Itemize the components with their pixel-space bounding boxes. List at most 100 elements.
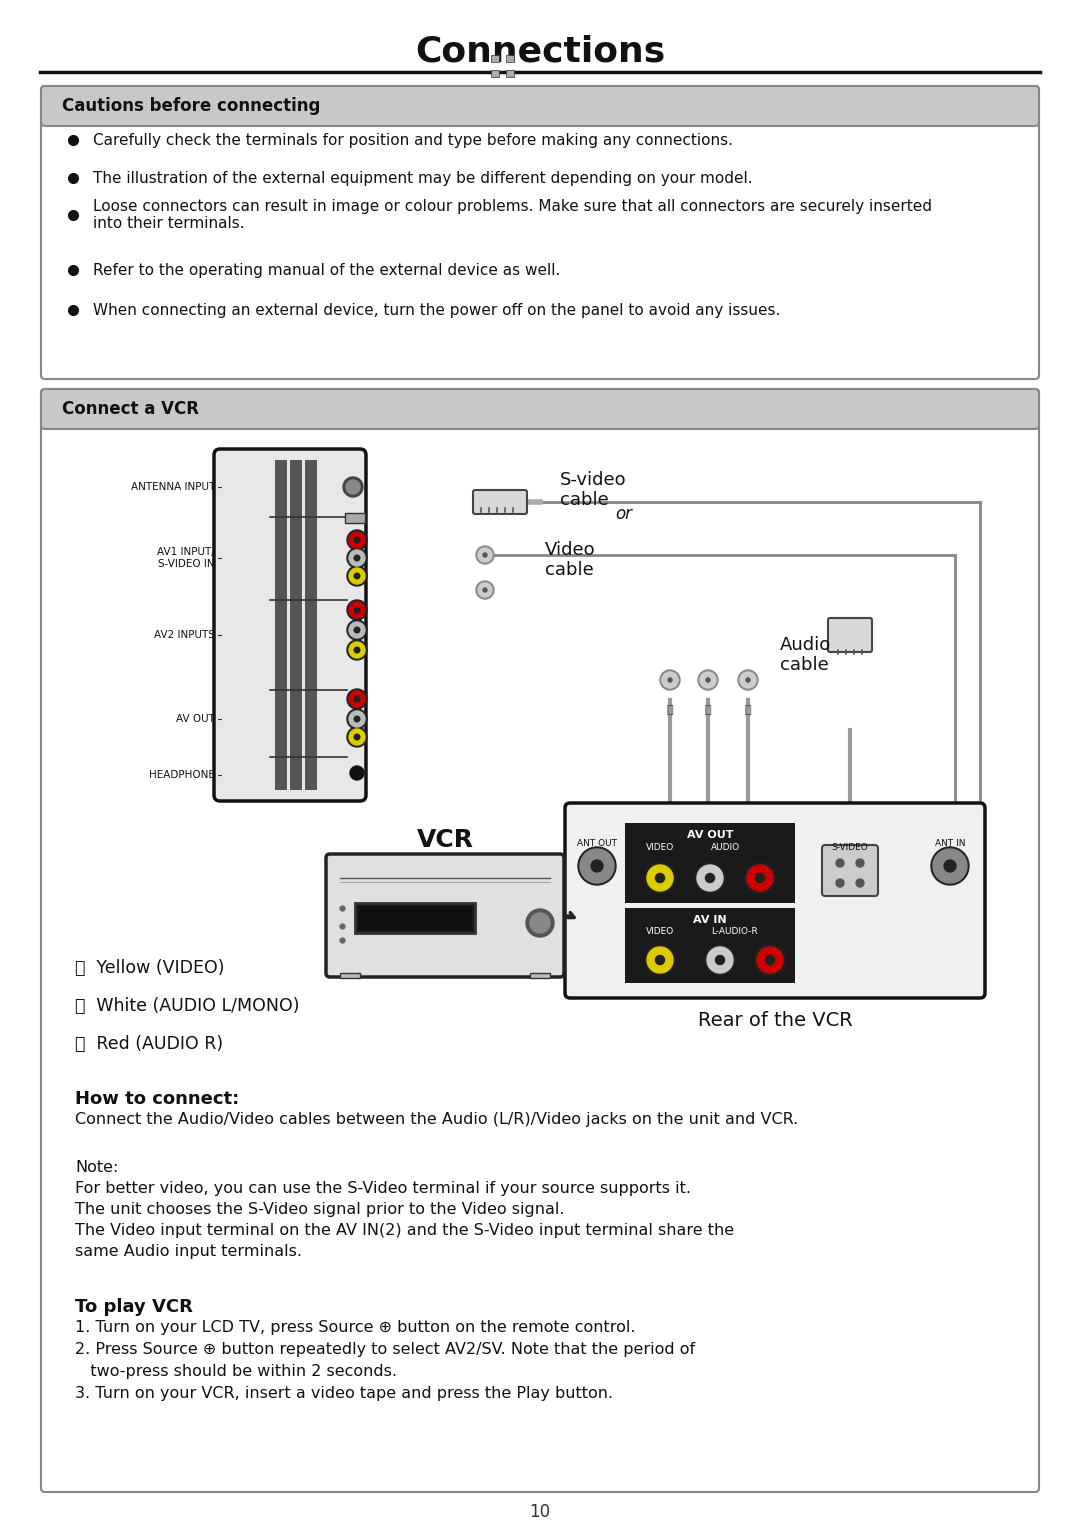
Text: Connections: Connections bbox=[415, 35, 665, 69]
Bar bbox=[45, 90, 1035, 122]
Circle shape bbox=[354, 716, 360, 722]
Circle shape bbox=[347, 567, 367, 586]
Circle shape bbox=[747, 864, 773, 890]
Circle shape bbox=[645, 945, 675, 976]
Circle shape bbox=[698, 670, 718, 690]
Circle shape bbox=[476, 547, 494, 563]
Circle shape bbox=[578, 847, 616, 886]
Text: AV1 INPUT/
S-VIDEO IN: AV1 INPUT/ S-VIDEO IN bbox=[158, 547, 215, 568]
Text: ⓧ  Red (AUDIO R): ⓧ Red (AUDIO R) bbox=[75, 1035, 224, 1054]
Circle shape bbox=[656, 956, 664, 965]
Circle shape bbox=[745, 863, 775, 893]
Circle shape bbox=[944, 860, 956, 872]
Circle shape bbox=[700, 672, 716, 689]
Circle shape bbox=[476, 580, 494, 599]
Circle shape bbox=[662, 672, 678, 689]
Text: 1. Turn on your LCD TV, press Source ⊕ button on the remote control.: 1. Turn on your LCD TV, press Source ⊕ b… bbox=[75, 1319, 635, 1335]
Text: ⓧ: ⓧ bbox=[745, 705, 752, 715]
Circle shape bbox=[856, 880, 864, 887]
Circle shape bbox=[349, 531, 365, 548]
Text: S-video
cable: S-video cable bbox=[561, 470, 626, 510]
Text: ⓥ  Yellow (VIDEO): ⓥ Yellow (VIDEO) bbox=[75, 959, 225, 977]
Circle shape bbox=[347, 530, 367, 550]
Text: Audio
cable: Audio cable bbox=[780, 635, 832, 675]
Circle shape bbox=[354, 538, 360, 542]
Circle shape bbox=[755, 873, 765, 883]
Text: Cautions before connecting: Cautions before connecting bbox=[62, 98, 321, 115]
Bar bbox=[507, 55, 514, 63]
Bar bbox=[357, 906, 472, 930]
Circle shape bbox=[349, 568, 365, 583]
Circle shape bbox=[350, 767, 364, 780]
FancyBboxPatch shape bbox=[822, 844, 878, 896]
Circle shape bbox=[347, 640, 367, 660]
Circle shape bbox=[660, 670, 680, 690]
Circle shape bbox=[343, 476, 363, 496]
Text: S-VIDEO: S-VIDEO bbox=[832, 843, 868, 852]
Bar bbox=[45, 392, 1035, 425]
Text: or: or bbox=[615, 505, 632, 524]
Bar bbox=[275, 460, 287, 789]
Text: L-AUDIO-R: L-AUDIO-R bbox=[712, 927, 758, 936]
Text: When connecting an external device, turn the power off on the panel to avoid any: When connecting an external device, turn… bbox=[93, 302, 781, 318]
Text: ⓦ: ⓦ bbox=[704, 705, 712, 715]
Text: Refer to the operating manual of the external device as well.: Refer to the operating manual of the ext… bbox=[93, 263, 561, 278]
Circle shape bbox=[483, 588, 487, 592]
Text: Note:
For better video, you can use the S-Video terminal if your source supports: Note: For better video, you can use the … bbox=[75, 1161, 734, 1258]
Circle shape bbox=[705, 873, 715, 883]
Circle shape bbox=[530, 913, 550, 933]
Circle shape bbox=[346, 479, 360, 495]
Circle shape bbox=[931, 847, 969, 886]
FancyBboxPatch shape bbox=[41, 389, 1039, 1492]
Text: VIDEO: VIDEO bbox=[646, 843, 674, 852]
Circle shape bbox=[836, 860, 843, 867]
Circle shape bbox=[645, 863, 675, 893]
Circle shape bbox=[349, 641, 365, 658]
Text: two-press should be within 2 seconds.: two-press should be within 2 seconds. bbox=[75, 1364, 397, 1379]
Circle shape bbox=[707, 947, 733, 973]
FancyBboxPatch shape bbox=[473, 490, 527, 515]
Bar bbox=[491, 55, 499, 63]
Text: AV IN: AV IN bbox=[693, 915, 727, 925]
FancyBboxPatch shape bbox=[214, 449, 366, 802]
Text: AV OUT: AV OUT bbox=[176, 715, 215, 724]
Bar bbox=[305, 460, 318, 789]
Bar bbox=[530, 973, 550, 977]
Circle shape bbox=[746, 678, 750, 683]
Text: AV OUT: AV OUT bbox=[687, 831, 733, 840]
Circle shape bbox=[696, 863, 725, 893]
Bar bbox=[340, 973, 360, 977]
Circle shape bbox=[933, 849, 967, 883]
Circle shape bbox=[766, 956, 774, 965]
Circle shape bbox=[347, 727, 367, 747]
Circle shape bbox=[856, 860, 864, 867]
Circle shape bbox=[580, 849, 615, 883]
Circle shape bbox=[478, 583, 492, 597]
Circle shape bbox=[483, 553, 487, 557]
Text: Connect the Audio/Video cables between the Audio (L/R)/Video jacks on the unit a: Connect the Audio/Video cables between t… bbox=[75, 1112, 798, 1127]
Circle shape bbox=[349, 621, 365, 638]
Circle shape bbox=[354, 647, 360, 654]
FancyBboxPatch shape bbox=[828, 618, 872, 652]
Text: Rear of the VCR: Rear of the VCR bbox=[698, 1011, 852, 1031]
Text: Loose connectors can result in image or colour problems. Make sure that all conn: Loose connectors can result in image or … bbox=[93, 199, 932, 231]
Text: 2. Press Source ⊕ button repeatedly to select AV2/SV. Note that the period of: 2. Press Source ⊕ button repeatedly to s… bbox=[75, 1342, 696, 1358]
Text: Video
cable: Video cable bbox=[545, 541, 596, 579]
FancyBboxPatch shape bbox=[565, 803, 985, 999]
Circle shape bbox=[349, 728, 365, 745]
Bar bbox=[507, 70, 514, 76]
Circle shape bbox=[347, 709, 367, 728]
Circle shape bbox=[354, 556, 360, 560]
Text: ⓥ: ⓥ bbox=[666, 705, 673, 715]
Circle shape bbox=[755, 945, 785, 976]
Circle shape bbox=[354, 573, 360, 579]
Circle shape bbox=[349, 712, 365, 727]
Text: How to connect:: How to connect: bbox=[75, 1090, 240, 1109]
Text: Carefully check the terminals for position and type before making any connection: Carefully check the terminals for positi… bbox=[93, 133, 733, 148]
Bar bbox=[345, 513, 365, 524]
Text: Connect a VCR: Connect a VCR bbox=[62, 400, 199, 418]
Circle shape bbox=[705, 945, 735, 976]
Circle shape bbox=[347, 548, 367, 568]
Bar bbox=[491, 70, 499, 76]
Text: The illustration of the external equipment may be different depending on your mo: The illustration of the external equipme… bbox=[93, 171, 753, 185]
